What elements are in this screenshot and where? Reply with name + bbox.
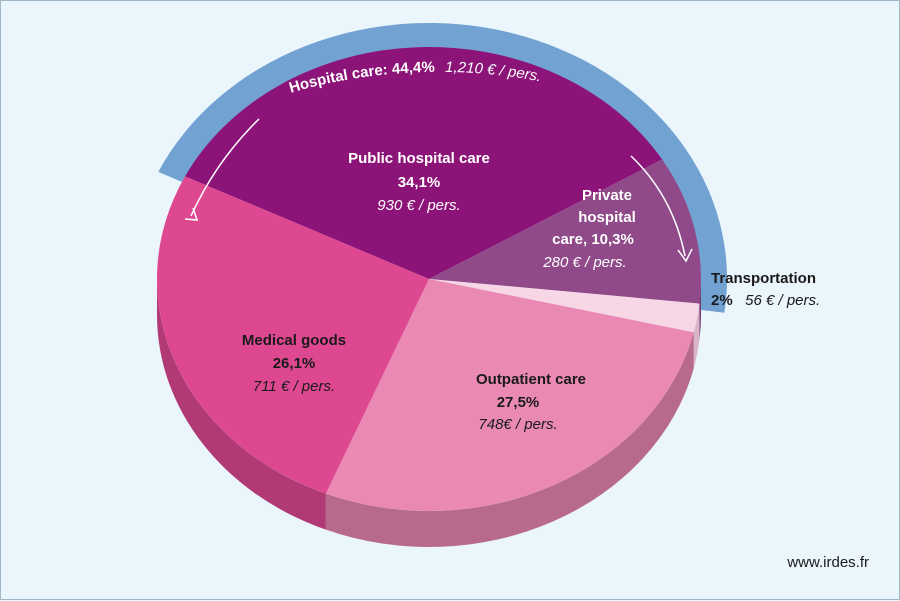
label-medical-goods: Medical goods 26,1% 711 € / pers.	[242, 332, 346, 395]
ring-arrow-right-icon	[630, 155, 693, 263]
slice-side-medical-goods	[157, 279, 326, 530]
medical-goods-share: 26,1%	[273, 355, 316, 372]
outpatient-share: 27,5%	[497, 394, 540, 411]
slice-side-private-hospital	[699, 279, 701, 340]
outpatient-name: Outpatient care	[476, 371, 586, 388]
ring-arrow-left-icon	[184, 118, 260, 221]
transportation-per-person: 56 € / pers.	[745, 292, 820, 309]
public-hospital-per-person: 930 € / pers.	[377, 197, 460, 214]
medical-goods-per-person: 711 € / pers.	[253, 378, 335, 395]
slice-side-transportation	[693, 303, 700, 369]
slice-private-hospital	[429, 159, 701, 304]
transportation-values: 2% 56 € / pers.	[711, 292, 820, 309]
private-hospital-share: care, 10,3%	[552, 231, 634, 248]
private-hospital-name-line2: hospital	[578, 209, 636, 226]
slice-side-outpatient	[325, 332, 694, 547]
transportation-share: 2%	[711, 292, 733, 309]
public-hospital-share: 34,1%	[398, 174, 441, 191]
slice-outpatient	[325, 279, 694, 512]
label-outpatient: Outpatient care 27,5% 748€ / pers.	[476, 371, 586, 433]
source-credit: www.irdes.fr	[787, 554, 869, 571]
private-hospital-per-person: 280 € / pers.	[542, 254, 626, 271]
public-hospital-name: Public hospital care	[348, 150, 490, 167]
label-public-hospital: Public hospital care 34,1% 930 € / pers.	[348, 150, 490, 214]
medical-goods-name: Medical goods	[242, 332, 346, 349]
label-transportation: Transportation 2% 56 € / pers.	[711, 270, 820, 309]
outpatient-per-person: 748€ / pers.	[478, 416, 557, 433]
transportation-name: Transportation	[711, 270, 816, 287]
slice-transportation	[429, 279, 700, 333]
label-private-hospital: Private hospital care, 10,3% 280 € / per…	[542, 187, 635, 271]
private-hospital-name-line1: Private	[582, 187, 632, 204]
slice-medical-goods	[156, 176, 429, 494]
slice-public-hospital	[185, 46, 663, 279]
